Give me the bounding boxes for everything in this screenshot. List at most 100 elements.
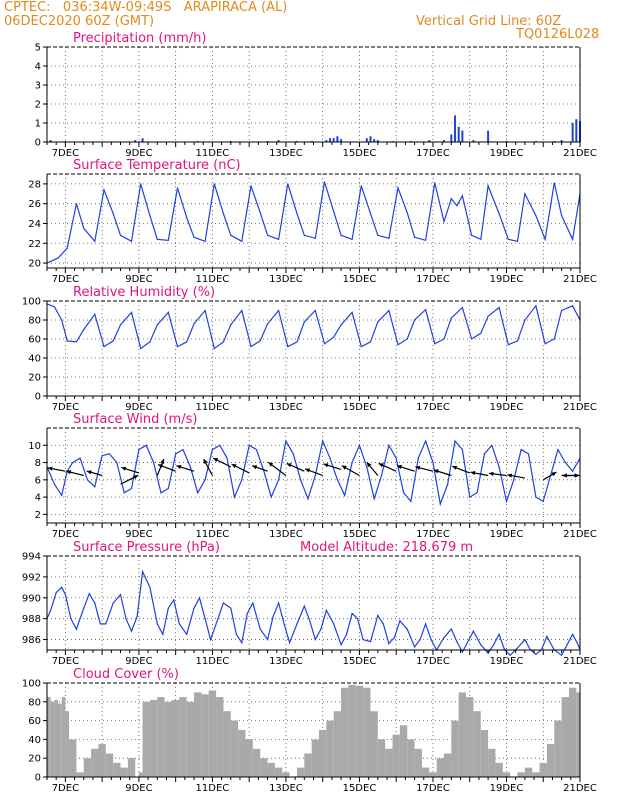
x-tick-label: 19DEC — [490, 529, 524, 540]
data-point — [561, 214, 563, 217]
data-point — [351, 238, 353, 240]
data-point — [397, 187, 399, 189]
data-point — [561, 654, 563, 656]
data-point — [233, 496, 236, 498]
x-tick-label: 13DEC — [269, 529, 303, 540]
cloud-bar — [451, 720, 459, 777]
data-point — [377, 614, 379, 617]
wind-arrowhead — [268, 462, 274, 467]
data-point — [366, 466, 368, 468]
data-point — [388, 309, 390, 312]
data-point — [553, 338, 555, 340]
model-altitude-label: Model Altitude: 218.679 m — [300, 540, 473, 555]
cloud-bar — [54, 699, 59, 777]
precip-bar — [134, 140, 137, 142]
cloud-bar — [363, 687, 371, 777]
data-point — [340, 324, 342, 326]
cloud-bar — [333, 711, 342, 777]
header-station: CPTEC: 036:34W-09:49S ARAPIRACA (AL) — [4, 0, 288, 15]
data-point — [125, 618, 127, 620]
data-point — [197, 492, 199, 494]
wind-arrowhead — [551, 472, 557, 477]
data-point — [248, 444, 250, 446]
precip-bar — [329, 138, 332, 142]
data-point — [215, 623, 217, 625]
x-tick-label: 17DEC — [416, 148, 450, 159]
data-point — [487, 185, 489, 187]
x-tick-label: 9DEC — [125, 274, 152, 285]
cloud-bar — [385, 748, 393, 777]
data-point — [323, 343, 326, 345]
data-point — [277, 602, 280, 604]
data-point — [119, 234, 122, 236]
data-point — [186, 216, 188, 219]
data-point — [173, 599, 175, 601]
data-point — [241, 240, 243, 242]
data-point — [189, 466, 191, 468]
data-point — [507, 238, 509, 240]
data-point — [167, 239, 169, 241]
data-point — [314, 309, 316, 312]
data-point — [520, 448, 522, 451]
cloud-bar — [260, 758, 268, 777]
data-point — [417, 457, 419, 459]
data-point — [167, 487, 169, 490]
data-point — [509, 654, 511, 656]
y-tick-label: 6 — [35, 475, 41, 486]
data-point — [413, 319, 416, 321]
wind-arrowhead — [323, 463, 329, 468]
data-point — [193, 607, 195, 609]
cloud-bar — [377, 739, 386, 777]
data-point — [241, 642, 243, 644]
cloud-bar — [142, 701, 150, 777]
wind-arrowhead — [452, 465, 458, 470]
data-point — [287, 346, 289, 348]
data-point — [209, 638, 212, 641]
data-point — [204, 240, 206, 242]
x-tick-label: 11DEC — [196, 402, 230, 413]
x-tick-label: 21DEC — [563, 656, 597, 667]
data-point — [377, 321, 379, 323]
data-point — [498, 307, 500, 309]
data-point — [130, 240, 133, 242]
cloud-bar — [252, 748, 261, 777]
precip-bar — [461, 130, 464, 142]
data-point — [140, 183, 142, 185]
y-tick-label: 2 — [35, 100, 41, 111]
data-point — [204, 618, 206, 620]
cloud-bar — [76, 772, 84, 777]
data-point — [358, 444, 361, 446]
data-point — [86, 479, 89, 481]
data-point — [360, 346, 362, 348]
data-point — [505, 500, 508, 503]
data-point — [193, 323, 195, 325]
data-point — [153, 461, 155, 464]
data-point — [176, 346, 179, 348]
cloud-bar — [208, 690, 217, 777]
data-point — [314, 474, 316, 477]
data-point — [447, 483, 449, 485]
data-point — [388, 643, 390, 645]
cloud-bar — [138, 772, 143, 777]
y-tick-label: 60 — [28, 335, 41, 346]
data-point — [94, 602, 96, 604]
panel-title: Surface Pressure (hPa) — [73, 540, 220, 555]
data-point — [83, 328, 85, 331]
cloud-bar — [245, 739, 253, 777]
x-tick-label: 17DEC — [416, 656, 450, 667]
data-point — [507, 344, 509, 346]
data-point — [402, 492, 405, 494]
panel-1: Surface Temperature (nC) 20 22 24 26 28 7DEC 9D… — [28, 158, 597, 285]
precip-bar — [365, 138, 368, 142]
data-point — [119, 324, 122, 326]
cloud-bar — [69, 739, 77, 777]
precip-bar — [560, 140, 563, 142]
cloud-bar — [554, 720, 562, 777]
data-point — [325, 609, 327, 611]
data-point — [430, 638, 432, 641]
wind-arrowhead — [470, 470, 476, 476]
cloud-bar — [466, 697, 474, 777]
data-point — [213, 183, 215, 185]
data-point — [300, 479, 302, 481]
cloud-bar — [532, 772, 540, 777]
